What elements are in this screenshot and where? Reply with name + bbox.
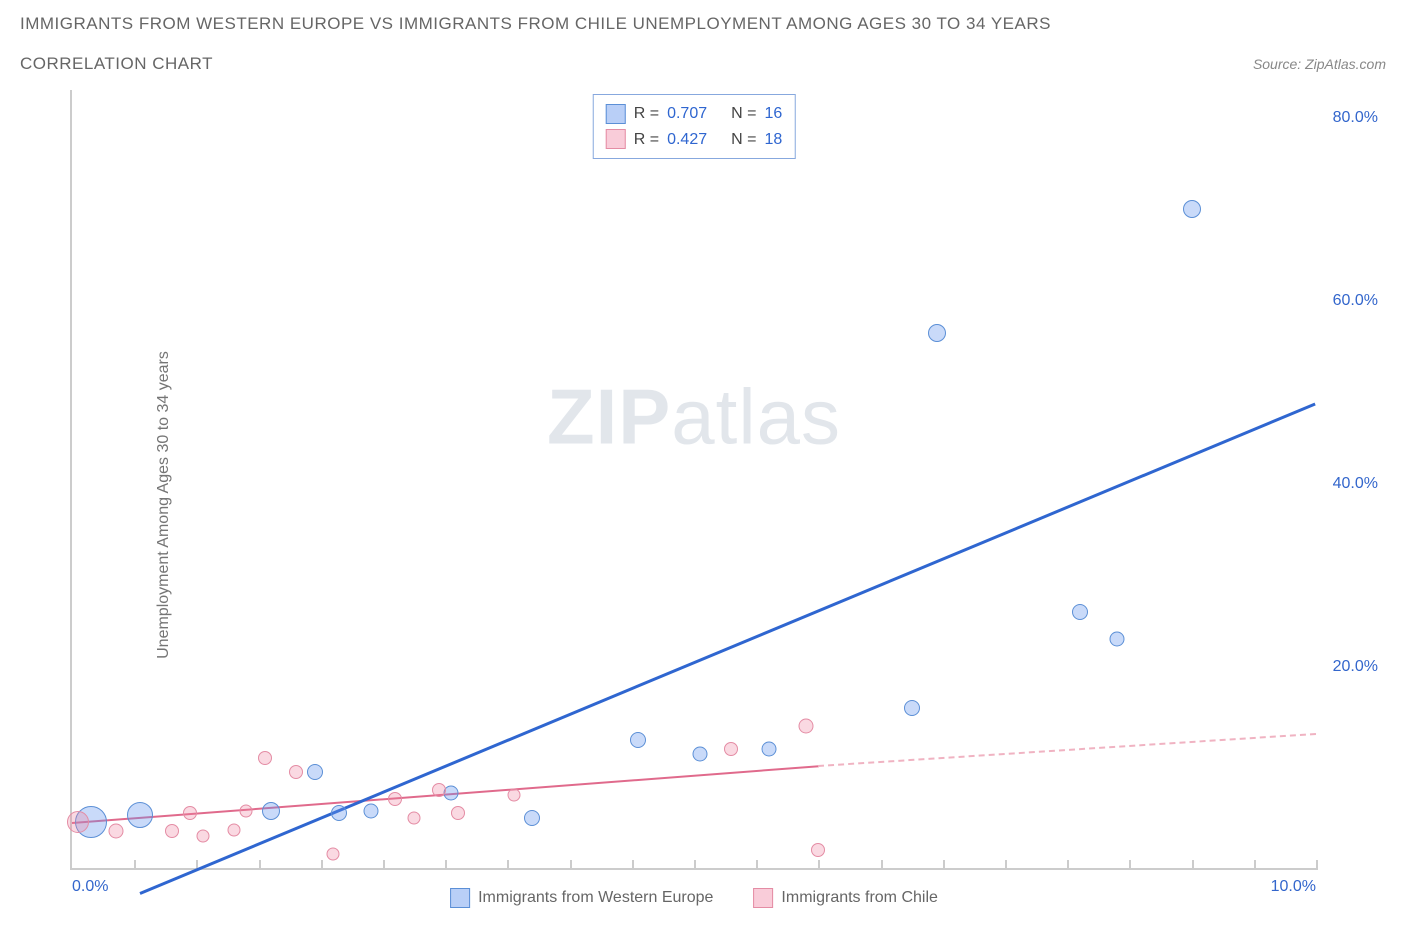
x-tick <box>321 860 323 870</box>
y-tick-label: 60.0% <box>1333 292 1378 310</box>
n-value-pink: 18 <box>764 127 782 153</box>
plot-region: ZIPatlas R = 0.707 N = 16 R = 0.427 N = … <box>70 90 1316 870</box>
data-point-pink <box>165 824 179 838</box>
data-point-pink <box>183 806 197 820</box>
data-point-blue <box>307 764 323 780</box>
trend-line-pink-dash <box>818 733 1316 767</box>
data-point-blue <box>1183 200 1201 218</box>
data-point-pink <box>227 823 240 836</box>
x-tick <box>1129 860 1131 870</box>
data-point-blue <box>630 732 646 748</box>
chart-header: IMMIGRANTS FROM WESTERN EUROPE VS IMMIGR… <box>0 0 1406 74</box>
x-tick <box>694 860 696 870</box>
data-point-pink <box>388 792 402 806</box>
subtitle-row: CORRELATION CHART Source: ZipAtlas.com <box>20 54 1386 74</box>
x-max-label: 10.0% <box>1271 878 1316 896</box>
data-point-blue <box>904 700 920 716</box>
data-point-pink <box>724 742 738 756</box>
chart-title: IMMIGRANTS FROM WESTERN EUROPE VS IMMIGR… <box>20 14 1386 34</box>
data-point-pink <box>507 788 520 801</box>
legend-row-blue: R = 0.707 N = 16 <box>606 101 783 127</box>
data-point-pink <box>108 824 123 839</box>
x-tick <box>445 860 447 870</box>
legend-label-pink: Immigrants from Chile <box>781 889 937 907</box>
data-point-blue <box>331 805 347 821</box>
x-tick <box>1254 860 1256 870</box>
y-tick-label: 40.0% <box>1333 475 1378 493</box>
series-legend: Immigrants from Western Europe Immigrant… <box>450 888 938 908</box>
data-point-pink <box>258 751 272 765</box>
x-tick <box>134 860 136 870</box>
data-point-blue <box>1072 604 1088 620</box>
data-point-pink <box>408 811 421 824</box>
watermark: ZIPatlas <box>547 371 841 462</box>
swatch-blue <box>606 104 626 124</box>
data-point-blue <box>928 324 946 342</box>
data-point-blue <box>363 804 378 819</box>
watermark-right: atlas <box>671 372 841 460</box>
data-point-pink <box>451 806 465 820</box>
x-tick <box>259 860 261 870</box>
chart-subtitle: CORRELATION CHART <box>20 54 213 74</box>
data-point-pink <box>327 848 340 861</box>
x-tick <box>570 860 572 870</box>
x-min-label: 0.0% <box>72 878 108 896</box>
swatch-blue <box>450 888 470 908</box>
legend-item-pink: Immigrants from Chile <box>753 888 937 908</box>
x-tick <box>818 860 820 870</box>
legend-item-blue: Immigrants from Western Europe <box>450 888 713 908</box>
x-tick <box>1192 860 1194 870</box>
chart-area: Unemployment Among Ages 30 to 34 years Z… <box>20 90 1386 920</box>
swatch-pink <box>753 888 773 908</box>
data-point-blue <box>127 802 153 828</box>
x-tick <box>1067 860 1069 870</box>
data-point-blue <box>524 810 540 826</box>
y-tick-label: 20.0% <box>1333 658 1378 676</box>
data-point-pink <box>432 783 446 797</box>
source-credit: Source: ZipAtlas.com <box>1253 56 1386 72</box>
data-point-blue <box>444 785 459 800</box>
data-point-blue <box>693 746 708 761</box>
swatch-pink <box>606 129 626 149</box>
r-label: R = <box>634 127 659 153</box>
r-label: R = <box>634 101 659 127</box>
n-value-blue: 16 <box>764 101 782 127</box>
y-tick-label: 80.0% <box>1333 109 1378 127</box>
x-tick <box>881 860 883 870</box>
x-tick <box>756 860 758 870</box>
correlation-legend: R = 0.707 N = 16 R = 0.427 N = 18 <box>593 94 796 159</box>
data-point-pink <box>811 843 825 857</box>
x-tick <box>943 860 945 870</box>
data-point-pink <box>240 805 253 818</box>
x-tick <box>1005 860 1007 870</box>
data-point-blue <box>1109 632 1124 647</box>
data-point-blue <box>761 742 776 757</box>
legend-label-blue: Immigrants from Western Europe <box>478 889 713 907</box>
x-tick <box>383 860 385 870</box>
legend-row-pink: R = 0.427 N = 18 <box>606 127 783 153</box>
watermark-left: ZIP <box>547 372 671 460</box>
x-tick <box>507 860 509 870</box>
data-point-pink <box>67 811 89 833</box>
data-point-pink <box>196 829 209 842</box>
n-label: N = <box>731 101 756 127</box>
data-point-blue <box>262 802 280 820</box>
n-label: N = <box>731 127 756 153</box>
data-point-pink <box>798 719 813 734</box>
r-value-blue: 0.707 <box>667 101 707 127</box>
data-point-pink <box>289 765 303 779</box>
r-value-pink: 0.427 <box>667 127 707 153</box>
x-tick <box>632 860 634 870</box>
trend-line-blue <box>140 403 1317 895</box>
x-tick <box>1316 860 1318 870</box>
